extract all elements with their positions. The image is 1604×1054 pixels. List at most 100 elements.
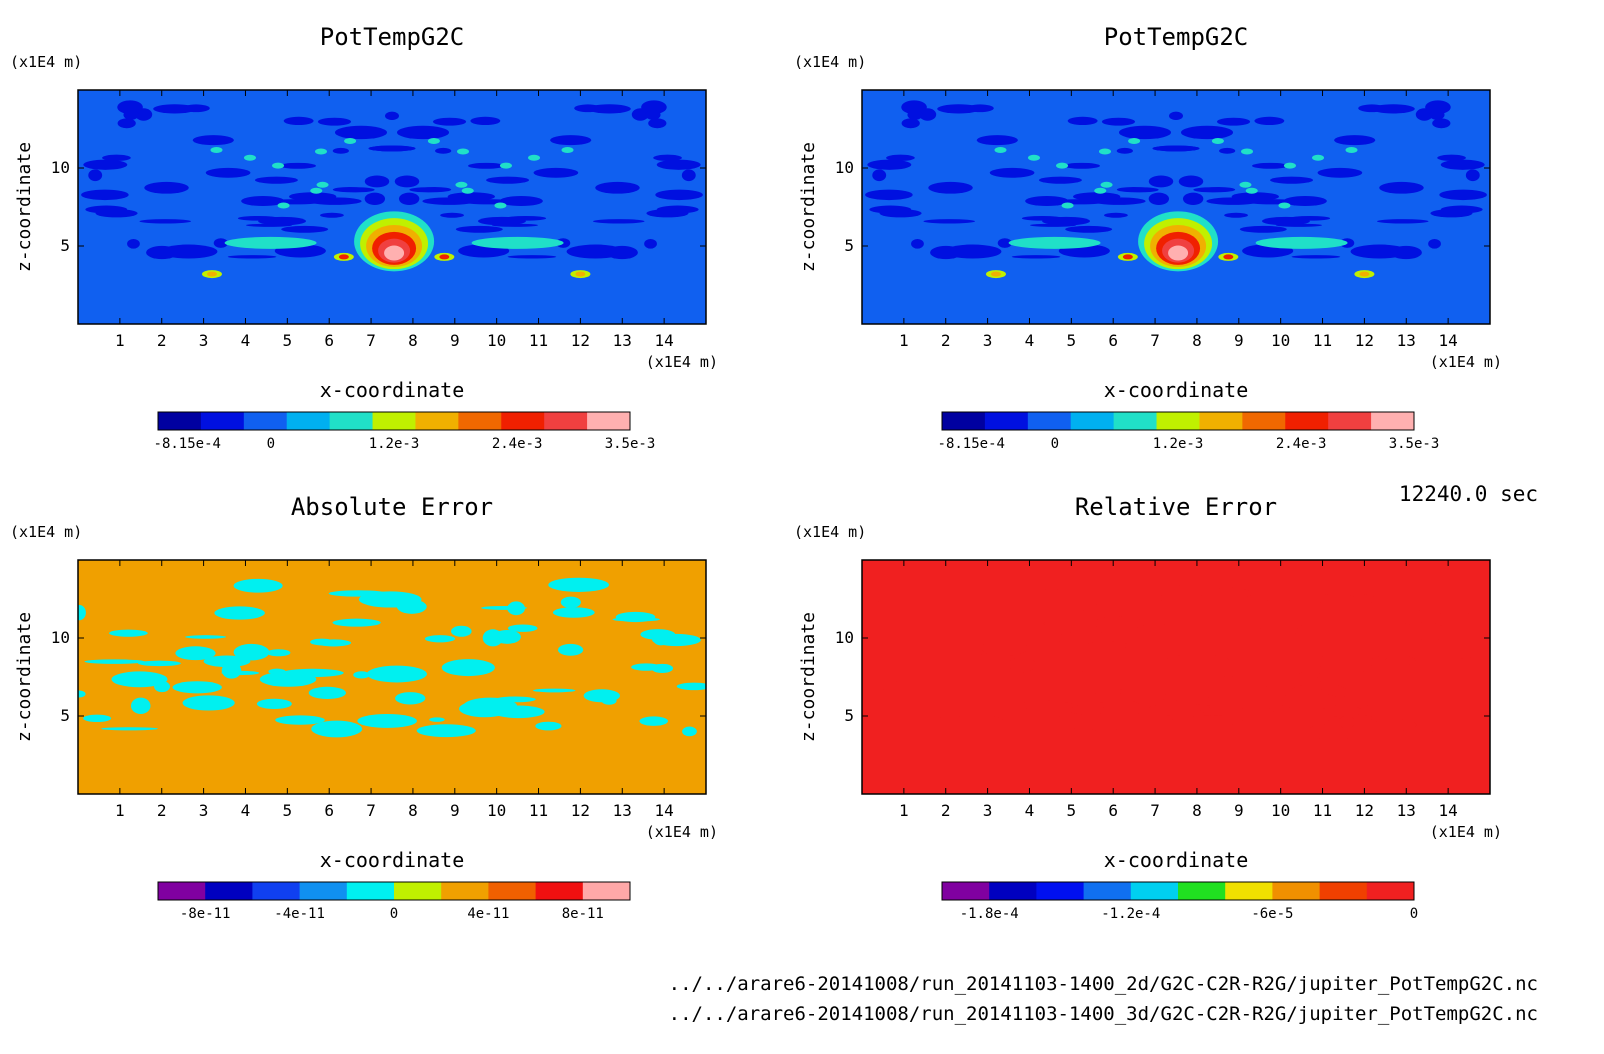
x-tick-label: 12 bbox=[571, 801, 590, 820]
error-patch bbox=[332, 618, 381, 627]
negative-anomaly-patch bbox=[1025, 196, 1069, 207]
negative-anomaly-patch bbox=[1067, 116, 1098, 126]
negative-anomaly-patch bbox=[279, 162, 316, 169]
negative-anomaly-patch bbox=[923, 219, 975, 224]
error-patch bbox=[214, 606, 265, 620]
y-tick-label: 10 bbox=[51, 628, 70, 647]
error-patch bbox=[1329, 594, 1357, 603]
colorbar-swatch bbox=[394, 882, 442, 900]
colorbar-tick-label: 8e-11 bbox=[562, 906, 604, 922]
negative-anomaly-patch bbox=[1440, 159, 1485, 170]
y-tick-label: 10 bbox=[51, 158, 70, 177]
weak-positive-patch bbox=[457, 148, 470, 155]
x-axis-label: x-coordinate bbox=[320, 848, 465, 872]
negative-anomaly-patch bbox=[144, 181, 189, 194]
x-tick-label: 13 bbox=[613, 801, 632, 820]
negative-anomaly-patch bbox=[653, 154, 682, 162]
y-tick-label: 10 bbox=[835, 628, 854, 647]
x-tick-label: 4 bbox=[241, 801, 251, 820]
negative-anomaly-patch bbox=[1283, 196, 1327, 207]
x-tick-label: 6 bbox=[1108, 331, 1118, 350]
colorbar-tick-label: 1.2e-3 bbox=[1153, 436, 1204, 452]
error-patch bbox=[1415, 638, 1445, 651]
error-patch bbox=[256, 698, 292, 709]
weak-positive-patch bbox=[994, 147, 1007, 154]
colorbar-swatch bbox=[501, 412, 545, 430]
x-tick-label: 3 bbox=[983, 331, 993, 350]
error-patch bbox=[893, 680, 927, 687]
colorbar-swatch bbox=[1070, 412, 1115, 430]
x-tick-label: 7 bbox=[1150, 801, 1160, 820]
plume-wing bbox=[1008, 236, 1101, 249]
error-patch bbox=[1166, 654, 1229, 667]
negative-anomaly-patch bbox=[1116, 147, 1133, 154]
negative-anomaly-patch bbox=[1148, 192, 1170, 206]
x-axis-label: x-coordinate bbox=[1104, 848, 1249, 872]
error-patch bbox=[153, 680, 171, 693]
error-patch bbox=[416, 724, 476, 738]
error-patch bbox=[1119, 685, 1169, 698]
error-patch bbox=[1094, 700, 1144, 718]
panel-title: PotTempG2C bbox=[1104, 23, 1249, 51]
error-patch bbox=[1068, 705, 1108, 715]
negative-anomaly-patch bbox=[901, 118, 920, 129]
negative-anomaly-patch bbox=[1291, 255, 1341, 259]
colorbar-swatch bbox=[1272, 882, 1321, 900]
error-patch bbox=[882, 687, 905, 697]
weak-positive-patch bbox=[1027, 154, 1040, 161]
negative-anomaly-patch bbox=[867, 159, 912, 170]
colorbar-tick-label: 2.4e-3 bbox=[1276, 436, 1327, 452]
error-patch bbox=[1441, 658, 1475, 665]
y-tick-label: 10 bbox=[835, 158, 854, 177]
colorbar-swatch bbox=[415, 412, 459, 430]
panel-title: Relative Error bbox=[1075, 493, 1277, 521]
negative-anomaly-patch bbox=[574, 104, 602, 113]
colorbar-swatch bbox=[286, 412, 331, 430]
colorbar-swatch bbox=[205, 882, 253, 900]
panel-title: PotTempG2C bbox=[320, 23, 465, 51]
negative-anomaly-patch bbox=[440, 212, 464, 218]
negative-anomaly-patch bbox=[928, 181, 973, 194]
negative-anomaly-patch bbox=[1042, 216, 1091, 226]
negative-anomaly-patch bbox=[205, 167, 251, 178]
negative-anomaly-patch bbox=[1428, 238, 1441, 249]
colorbar-swatch bbox=[1285, 412, 1329, 430]
colorbar-swatch bbox=[989, 882, 1037, 900]
error-patch bbox=[885, 699, 920, 704]
error-patch bbox=[101, 727, 158, 731]
colorbar-tick-label: 1.2e-3 bbox=[369, 436, 420, 452]
colorbar-swatch bbox=[252, 882, 301, 900]
x-tick-label: 6 bbox=[1108, 801, 1118, 820]
error-patch bbox=[108, 629, 148, 637]
negative-anomaly-patch bbox=[966, 104, 994, 113]
colorbar-swatch bbox=[1113, 412, 1158, 430]
error-patch bbox=[424, 635, 456, 643]
x-tick-label: 4 bbox=[1025, 331, 1035, 350]
field-background bbox=[862, 90, 1490, 324]
error-patch bbox=[601, 696, 617, 705]
error-patch bbox=[1046, 608, 1087, 619]
negative-anomaly-patch bbox=[1390, 245, 1422, 260]
error-patch bbox=[1277, 692, 1341, 710]
negative-anomaly-patch bbox=[1182, 192, 1204, 206]
negative-anomaly-patch bbox=[1231, 192, 1280, 201]
colorbar-swatch bbox=[582, 882, 631, 900]
error-patch bbox=[535, 721, 562, 731]
x-tick-label: 6 bbox=[324, 331, 334, 350]
colorbar-swatch bbox=[1027, 412, 1072, 430]
error-patch bbox=[1205, 695, 1246, 704]
x-tick-label: 11 bbox=[1313, 331, 1332, 350]
panel-pottemp-3d: PotTempG2C (x1E4 m) (x1E4 m) x-coordinat… bbox=[794, 23, 1502, 452]
error-patch bbox=[1008, 657, 1036, 673]
colorbar-swatch bbox=[1036, 882, 1085, 900]
panel-absolute-error: Absolute Error (x1E4 m) (x1E4 m) x-coord… bbox=[10, 493, 718, 922]
weak-positive-patch bbox=[1211, 137, 1224, 144]
negative-anomaly-patch bbox=[468, 162, 505, 169]
negative-anomaly-patch bbox=[85, 205, 128, 214]
error-patch bbox=[308, 686, 347, 699]
error-patch bbox=[1400, 608, 1425, 626]
error-patch bbox=[84, 659, 145, 664]
error-patch bbox=[1126, 719, 1149, 724]
error-patch bbox=[233, 578, 283, 593]
negative-anomaly-patch bbox=[334, 125, 388, 140]
